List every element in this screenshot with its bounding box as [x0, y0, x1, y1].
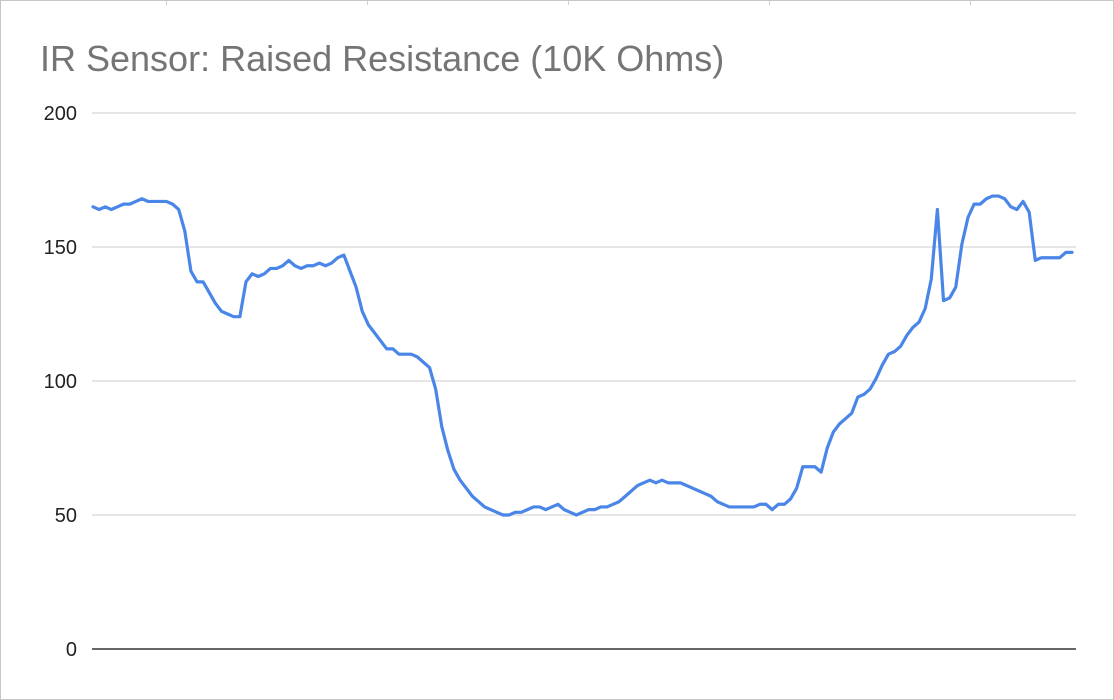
- chart-title: IR Sensor: Raised Resistance (10K Ohms): [40, 38, 725, 79]
- sheet-gridline: [769, 1, 770, 5]
- y-tick-label: 100: [44, 371, 77, 393]
- y-tick-label: 200: [44, 103, 77, 125]
- y-tick-label: 50: [55, 505, 77, 527]
- sheet-gridline: [367, 1, 368, 5]
- sheet-gridline: [568, 1, 569, 5]
- sheet-gridline: [166, 1, 167, 5]
- y-tick-label: 0: [66, 639, 77, 661]
- sheet-gridline: [970, 1, 971, 5]
- series-line: [91, 194, 1074, 517]
- y-tick-label: 150: [44, 237, 77, 259]
